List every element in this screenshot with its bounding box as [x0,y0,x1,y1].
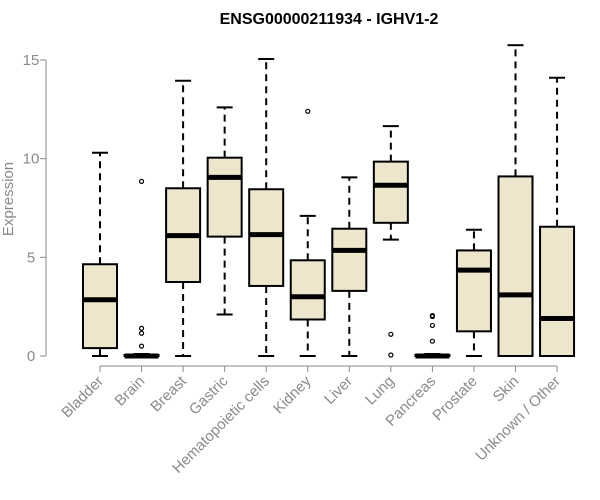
x-tick-label-brain: Brain [112,373,149,410]
outlier-point-lung [388,352,394,358]
outlier-point-brain [138,178,145,184]
outlier-point-lung [388,331,394,337]
x-tick-label-bladder: Bladder [58,373,107,422]
box-kidney [289,259,326,321]
x-tick-label-lung: Lung [362,373,398,409]
outlier-point-pancreas [429,338,435,344]
box-skin [497,175,534,357]
x-tick-label-kidney: Kidney [270,372,315,417]
y-tick-label: 15 [23,52,40,69]
outlier-point-brain [138,343,145,349]
outlier-point-brain [138,325,145,331]
outlier-point-brain [138,330,145,336]
x-tick-label-prostate: Prostate [429,373,481,425]
box-prostate [455,249,492,333]
x-tick-label-liver: Liver [321,373,356,408]
y-axis-label: Expression [0,162,17,236]
box-bladder [82,263,118,350]
outlier-point-pancreas [429,313,435,320]
x-tick-label-skin: Skin [490,373,523,406]
y-tick-label: 10 [23,151,40,168]
y-tick-label: 0 [27,348,35,365]
box-hematopoietic-cells [248,188,285,287]
chart-title: ENSG00000211934 - IGHV1-2 [220,11,439,28]
box-lung [372,160,409,224]
box-liver [331,227,368,292]
box-gastric [206,156,243,238]
outlier-point-pancreas [429,322,435,329]
box-unknown-other [539,225,576,357]
y-tick-label: 5 [27,249,35,266]
outlier-point-kidney [305,108,311,114]
x-tick-label-breast: Breast [147,372,190,415]
